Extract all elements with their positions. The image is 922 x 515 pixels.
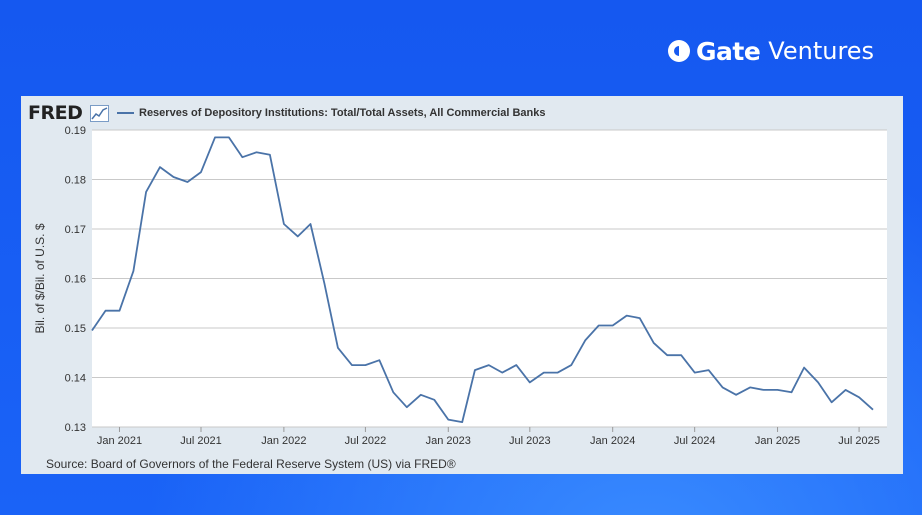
fred-logo: FRED [28, 102, 83, 124]
gate-ventures-brand: Gate Ventures [666, 36, 874, 66]
y-tick-label: 0.13 [65, 422, 86, 434]
y-tick-label: 0.18 [65, 175, 86, 187]
x-tick-label: Jul 2022 [345, 435, 387, 447]
legend-label: Reserves of Depository Institutions: Tot… [139, 107, 546, 119]
y-tick-label: 0.16 [65, 274, 86, 286]
gate-logo-icon [666, 38, 692, 64]
x-tick-label: Jan 2021 [97, 435, 142, 447]
fred-chart-icon [90, 105, 109, 122]
brand-suffix: Ventures [768, 37, 875, 65]
x-tick-label: Jul 2021 [180, 435, 222, 447]
source-note: Source: Board of Governors of the Federa… [46, 457, 456, 471]
y-axis-label: Bil. of $/Bil. of U.S. $ [33, 223, 47, 333]
chart-legend: Reserves of Depository Institutions: Tot… [117, 107, 545, 119]
brand-name: Gate [696, 36, 761, 66]
x-tick-label: Jul 2025 [838, 435, 880, 447]
x-tick-label: Jul 2023 [509, 435, 551, 447]
y-tick-label: 0.17 [65, 224, 86, 236]
line-chart: 0.13 0.14 0.15 0.16 0.17 0.18 0.19 Jan 2021 Jul … [33, 125, 887, 447]
x-tick-label: Jan 2025 [755, 435, 800, 447]
x-tick-label: Jan 2022 [261, 435, 306, 447]
x-tick-label: Jan 2024 [590, 435, 635, 447]
x-tick-label: Jul 2024 [674, 435, 716, 447]
series-line [91, 136, 874, 424]
x-tick-label: Jan 2023 [426, 435, 471, 447]
y-tick-label: 0.19 [65, 125, 86, 137]
legend-swatch [117, 112, 134, 114]
fred-chart-card: 0.13 0.14 0.15 0.16 0.17 0.18 0.19 Jan 2021 Jul … [21, 96, 903, 474]
y-tick-label: 0.14 [65, 373, 86, 385]
y-tick-label: 0.15 [65, 323, 86, 335]
